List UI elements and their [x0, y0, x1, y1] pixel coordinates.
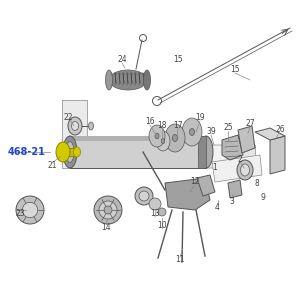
Text: 17: 17 — [173, 122, 183, 130]
Polygon shape — [62, 145, 255, 168]
Ellipse shape — [161, 139, 165, 143]
Text: 19: 19 — [195, 113, 205, 122]
Ellipse shape — [16, 196, 44, 224]
Ellipse shape — [68, 117, 82, 135]
Ellipse shape — [99, 201, 117, 219]
Ellipse shape — [66, 142, 74, 162]
Ellipse shape — [135, 187, 153, 205]
Text: 13: 13 — [150, 209, 160, 218]
Ellipse shape — [165, 124, 185, 152]
Text: 23: 23 — [15, 208, 25, 217]
Text: 16: 16 — [145, 118, 155, 127]
Ellipse shape — [56, 142, 70, 162]
Ellipse shape — [149, 125, 165, 147]
Ellipse shape — [241, 164, 250, 176]
Text: 26: 26 — [275, 125, 285, 134]
Polygon shape — [197, 175, 215, 196]
Ellipse shape — [109, 70, 147, 90]
Ellipse shape — [158, 208, 166, 216]
Ellipse shape — [156, 131, 170, 151]
Text: 10: 10 — [157, 220, 167, 230]
Ellipse shape — [237, 160, 253, 180]
Polygon shape — [165, 178, 210, 210]
Ellipse shape — [71, 122, 79, 130]
Ellipse shape — [104, 206, 112, 214]
Text: 3: 3 — [230, 197, 234, 206]
Text: 18: 18 — [157, 122, 167, 130]
Ellipse shape — [22, 202, 38, 218]
Ellipse shape — [190, 128, 194, 136]
Text: 4: 4 — [214, 203, 219, 212]
Polygon shape — [212, 155, 262, 182]
Ellipse shape — [94, 196, 122, 224]
Polygon shape — [70, 136, 206, 168]
Polygon shape — [63, 148, 77, 156]
Text: 21: 21 — [47, 160, 57, 169]
Text: 1: 1 — [213, 164, 218, 172]
Ellipse shape — [182, 118, 202, 146]
Text: 14: 14 — [101, 224, 111, 232]
Polygon shape — [255, 128, 285, 140]
Ellipse shape — [88, 122, 94, 130]
Text: 9: 9 — [261, 194, 266, 202]
Ellipse shape — [155, 133, 159, 139]
Polygon shape — [198, 136, 206, 168]
Ellipse shape — [149, 198, 161, 210]
Text: 15: 15 — [230, 65, 240, 74]
Text: 25: 25 — [223, 124, 233, 133]
Polygon shape — [222, 135, 243, 160]
Text: 39: 39 — [206, 128, 216, 136]
Ellipse shape — [63, 136, 77, 168]
Ellipse shape — [106, 70, 112, 90]
Polygon shape — [230, 145, 255, 168]
Text: 11: 11 — [175, 256, 185, 265]
Ellipse shape — [143, 70, 151, 90]
Ellipse shape — [199, 136, 213, 168]
Text: 24: 24 — [117, 56, 127, 64]
Text: 468-21: 468-21 — [8, 147, 46, 157]
Ellipse shape — [74, 147, 80, 157]
Text: 12: 12 — [190, 178, 200, 187]
Ellipse shape — [139, 191, 149, 201]
Polygon shape — [228, 180, 242, 198]
Polygon shape — [270, 136, 285, 174]
Ellipse shape — [172, 134, 178, 142]
Text: 22: 22 — [63, 113, 73, 122]
Polygon shape — [238, 126, 255, 153]
Polygon shape — [70, 136, 206, 141]
Text: 2: 2 — [238, 155, 242, 164]
Text: 8: 8 — [255, 179, 260, 188]
Text: 15: 15 — [173, 56, 183, 64]
Text: 27: 27 — [245, 119, 255, 128]
Polygon shape — [62, 100, 87, 168]
